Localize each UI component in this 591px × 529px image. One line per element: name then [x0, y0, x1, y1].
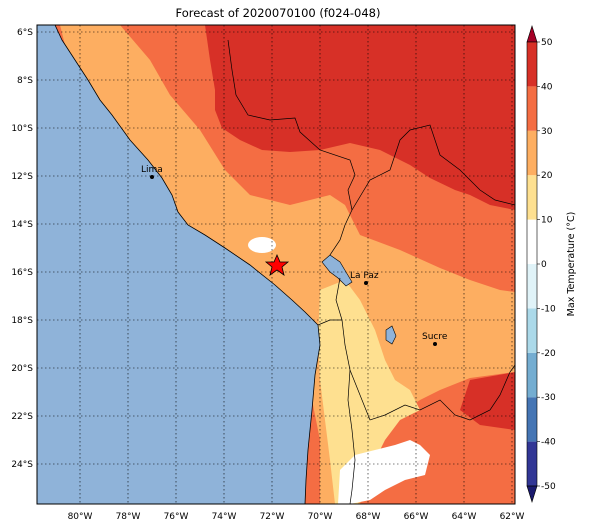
map-title: Forecast of 2020070100 (f024-048) — [175, 6, 381, 20]
map-ocean — [37, 25, 320, 504]
colorbar-band — [527, 441, 537, 486]
colorbar-band — [527, 42, 537, 87]
temp-band-0-10 — [338, 440, 430, 504]
border-bolivia — [351, 124, 515, 211]
lat-label: 6°S — [17, 28, 33, 38]
colorbar-tick-label: -20 — [541, 349, 556, 359]
colorbar-tick-label: -30 — [541, 393, 556, 403]
border-chile-argentina — [347, 369, 356, 504]
colorbar-tick-label: -50 — [541, 482, 556, 492]
colorbar-tick-label: 0 — [541, 260, 547, 270]
lon-label: 64°W — [452, 512, 477, 522]
temp-band-30-40 — [205, 25, 515, 210]
lat-label: 20°S — [11, 364, 33, 374]
colorbar-tick-label: -10 — [541, 304, 556, 314]
colorbar: -50 -40 -30 -20 -10 0 10 20 30 40 50 Max Temperatu… — [526, 24, 577, 504]
colorbar-ticks: -50 -40 -30 -20 -10 0 10 20 30 40 50 — [537, 38, 556, 492]
lat-label: 12°S — [11, 172, 33, 182]
colorbar-band — [527, 264, 537, 309]
city-label-lima: Lima — [141, 165, 163, 175]
border-bolivia-south — [335, 277, 515, 421]
lat-label: 22°S — [11, 412, 33, 422]
lon-label: 78°W — [116, 512, 141, 522]
colorbar-over-extension — [526, 24, 538, 43]
lon-label: 80°W — [68, 512, 93, 522]
temp-band-10-20 — [318, 280, 420, 504]
city-dot-sucre — [433, 342, 437, 346]
colorbar-tick-label: 20 — [541, 171, 553, 181]
city-dot-lima — [150, 175, 154, 179]
colorbar-tick-label: 40 — [541, 82, 553, 92]
colorbar-band — [527, 219, 537, 264]
colorbar-band — [527, 130, 537, 176]
colorbar-band — [527, 175, 537, 220]
colorbar-tick-label: 50 — [541, 38, 553, 48]
colorbar-tick-label: 30 — [541, 127, 553, 137]
lon-label: 72°W — [260, 512, 285, 522]
colorbar-band — [527, 397, 537, 442]
lat-label: 24°S — [11, 460, 33, 470]
lon-label: 76°W — [164, 512, 189, 522]
colorbar-band — [527, 352, 537, 398]
lon-label: 70°W — [308, 512, 333, 522]
lat-label: 14°S — [11, 220, 33, 230]
city-la-paz: La Paz — [350, 271, 379, 285]
lake-titicaca — [321, 254, 353, 287]
map-frame — [36, 24, 516, 505]
city-label-sucre: Sucre — [422, 332, 448, 342]
map-area: Lima La Paz Sucre — [37, 25, 515, 504]
colorbar-bands — [527, 42, 537, 486]
city-lima: Lima — [141, 165, 163, 179]
lon-label: 66°W — [404, 512, 429, 522]
lon-label: 68°W — [356, 512, 381, 522]
coastline — [54, 25, 321, 504]
colorbar-tick-label: -40 — [541, 438, 556, 448]
city-sucre: Sucre — [422, 332, 448, 346]
lon-label: 62°W — [500, 512, 525, 522]
lat-tick-labels: 6°S 8°S 10°S 12°S 14°S 16°S 18°S 20°S 22… — [11, 28, 33, 470]
colorbar-band — [527, 86, 537, 131]
star-marker — [264, 253, 290, 276]
lon-label: 74°W — [212, 512, 237, 522]
lon-tick-labels: 80°W 78°W 76°W 74°W 72°W 70°W 68°W 66°W … — [68, 512, 525, 522]
lake-poopo — [385, 325, 397, 345]
colorbar-label: Max Temperature (°C) — [566, 212, 577, 317]
colorbar-band — [527, 308, 537, 353]
city-label-la-paz: La Paz — [350, 271, 379, 281]
city-dot-la-paz — [364, 281, 368, 285]
lat-label: 18°S — [11, 316, 33, 326]
lat-label: 16°S — [11, 268, 33, 278]
colorbar-tick-label: 10 — [541, 216, 553, 226]
lat-label: 8°S — [17, 76, 33, 86]
lat-label: 10°S — [11, 124, 33, 134]
colorbar-under-extension — [526, 485, 538, 504]
